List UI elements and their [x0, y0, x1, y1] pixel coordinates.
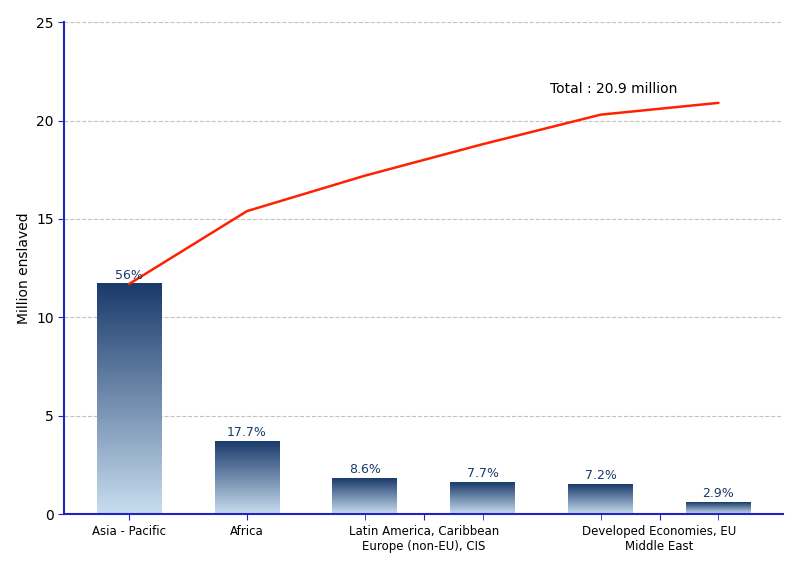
Text: 8.6%: 8.6% [349, 463, 381, 477]
Text: 7.2%: 7.2% [585, 469, 617, 482]
Text: 7.7%: 7.7% [466, 467, 498, 481]
Text: 17.7%: 17.7% [227, 426, 267, 439]
Text: Total : 20.9 million: Total : 20.9 million [550, 82, 678, 96]
Text: 2.9%: 2.9% [702, 487, 734, 500]
Text: 56%: 56% [115, 268, 143, 282]
Y-axis label: Million enslaved: Million enslaved [17, 213, 30, 324]
